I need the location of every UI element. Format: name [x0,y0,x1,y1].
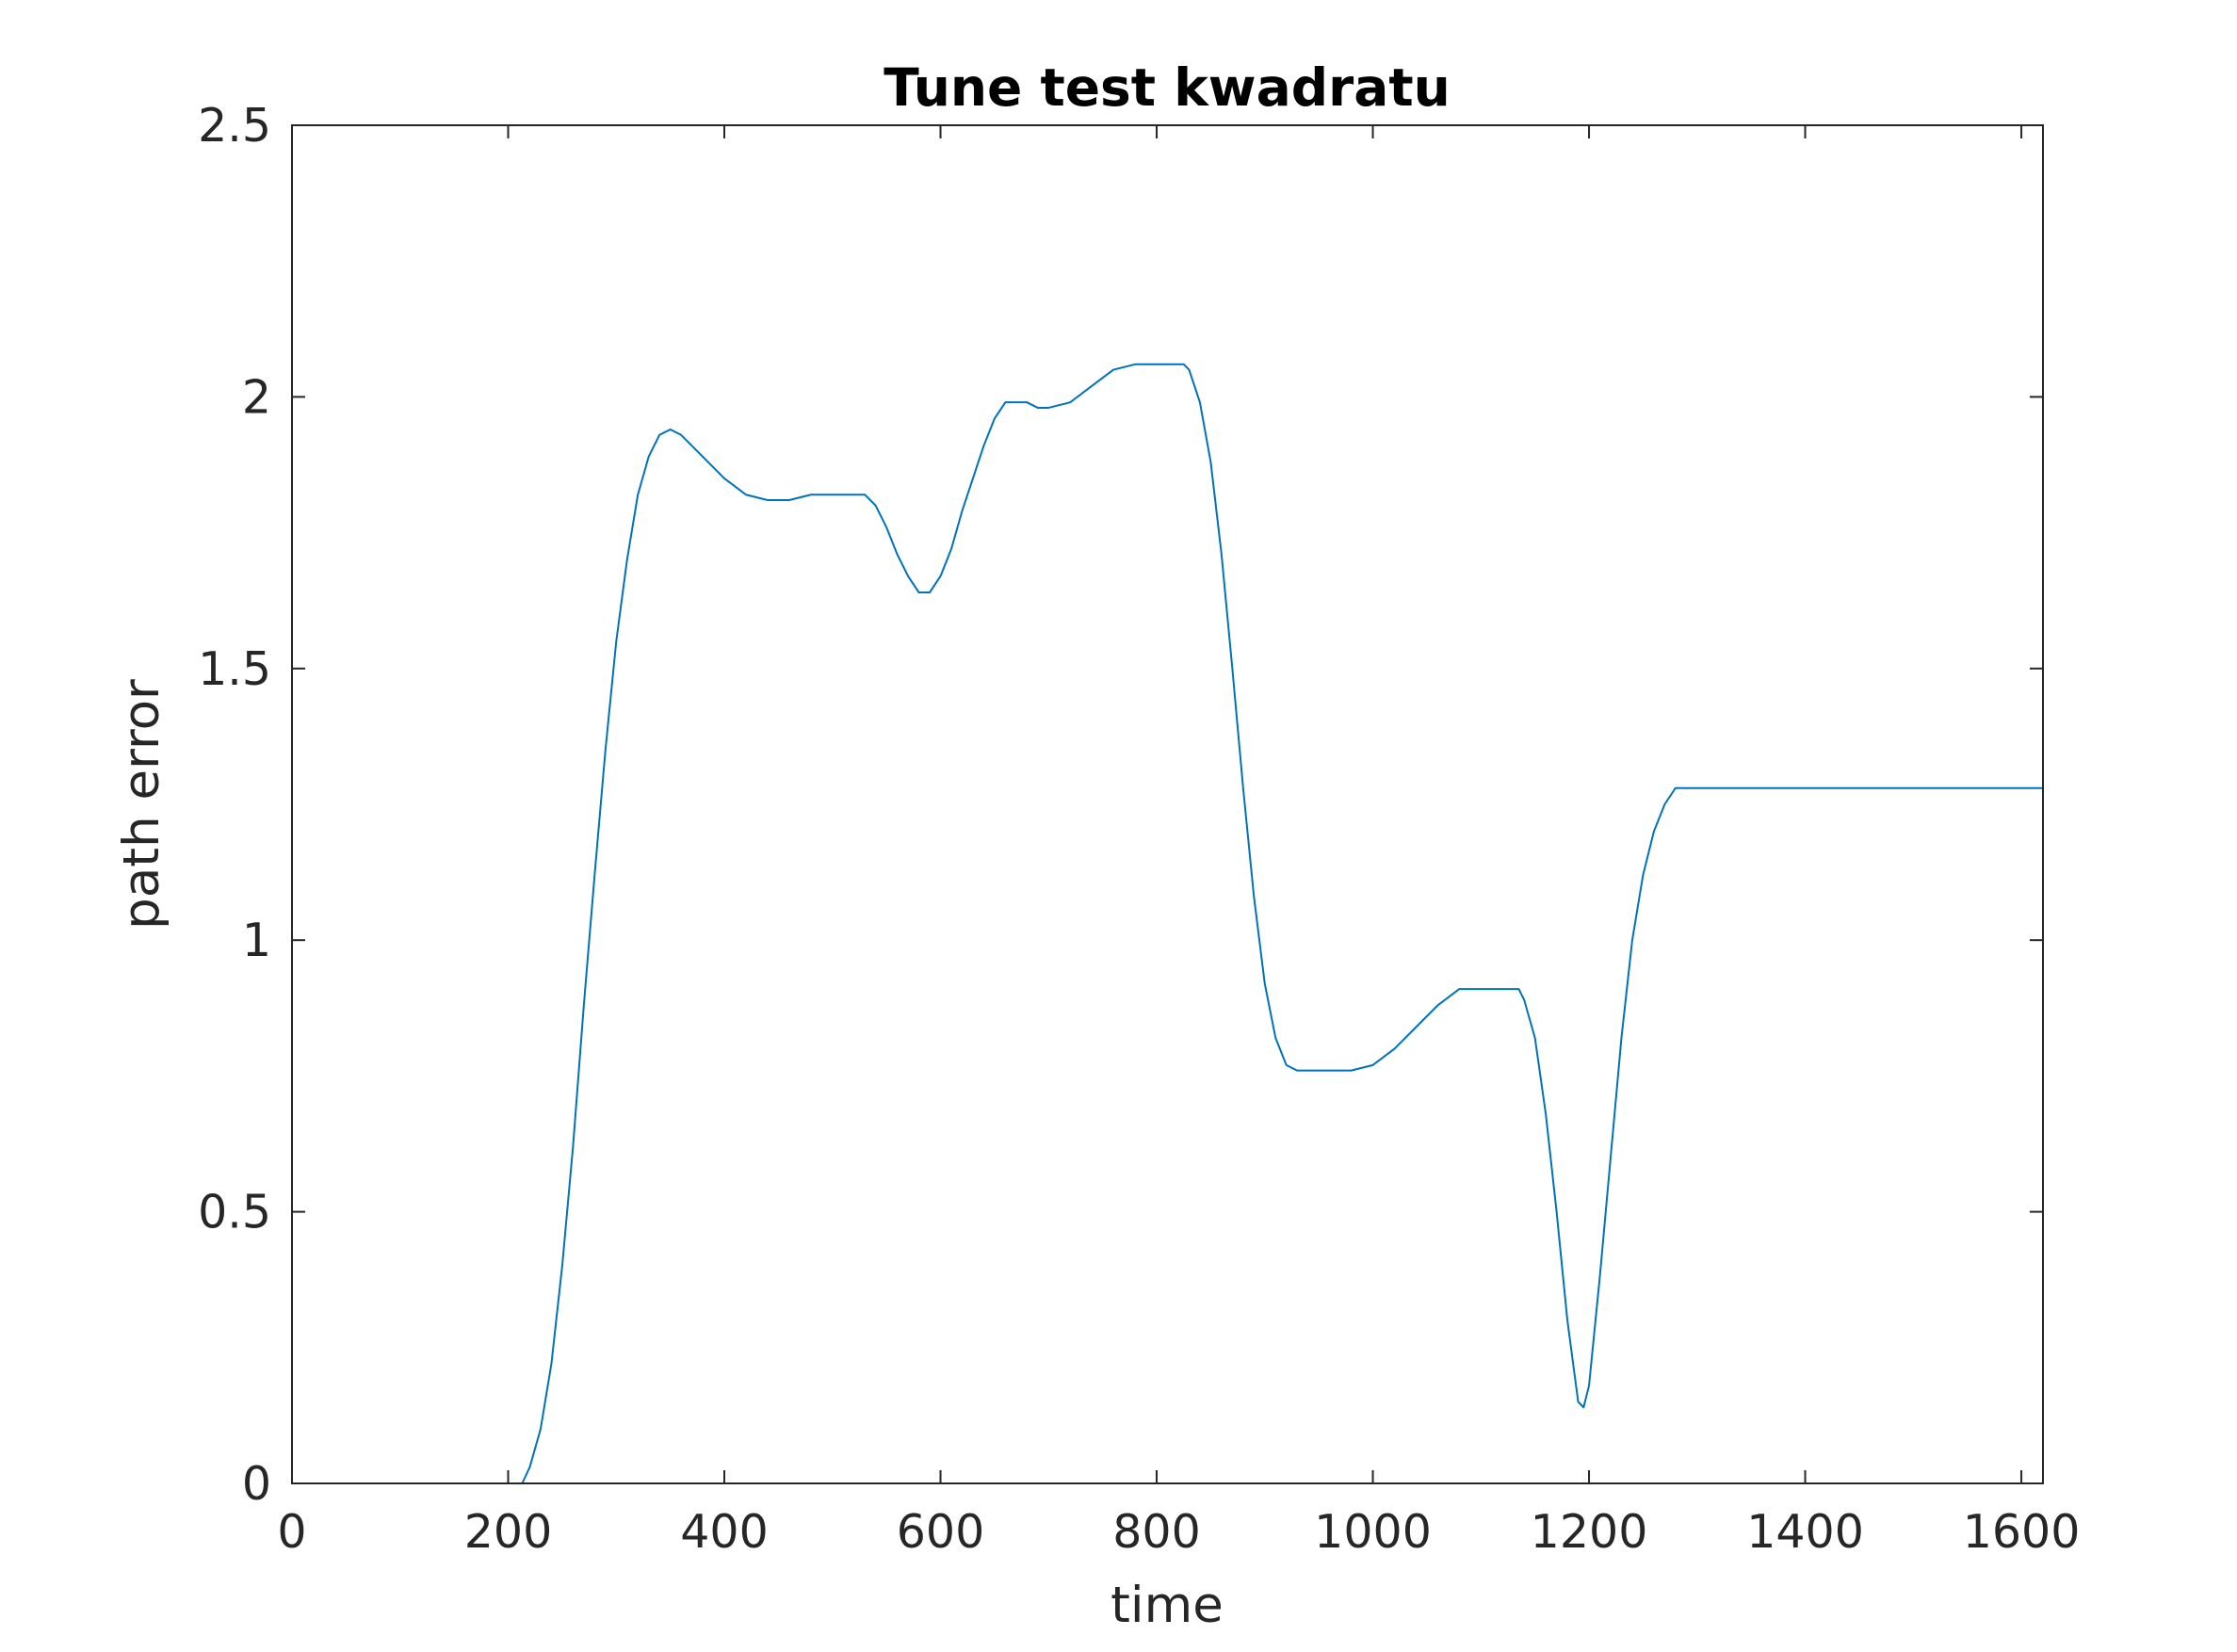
x-tick-label: 400 [680,1505,769,1559]
y-tick-label: 0 [242,1457,271,1511]
plot-area [292,125,2043,1483]
x-tick-label: 600 [897,1505,985,1559]
data-layer [291,363,2044,1484]
x-tick-label: 1000 [1314,1505,1432,1559]
y-tick-label: 1.5 [198,642,271,696]
y-axis-label: path error [113,679,170,930]
x-tick-label: 1600 [1963,1505,2081,1559]
x-tick-label: 0 [277,1505,306,1559]
y-tick-label: 2.5 [198,99,271,153]
y-tick-label: 1 [242,914,271,967]
x-axis-label: time [1110,1577,1224,1634]
axes-box [291,124,2044,1484]
x-tick-label: 1400 [1746,1505,1864,1559]
x-tick-label: 800 [1112,1505,1201,1559]
x-tick-label: 200 [464,1505,553,1559]
y-tick-label: 0.5 [198,1186,271,1239]
tick-layer: 0 200 400 600 800 1000 1200 1400 1600 0 0.5 1 1.5 2 2.… [198,99,2080,1559]
series-line-0 [291,363,2044,1484]
y-tick-label: 2 [242,370,271,424]
chart-title: Tune test kwadratu [883,57,1451,118]
x-tick-label: 1200 [1531,1505,1648,1559]
